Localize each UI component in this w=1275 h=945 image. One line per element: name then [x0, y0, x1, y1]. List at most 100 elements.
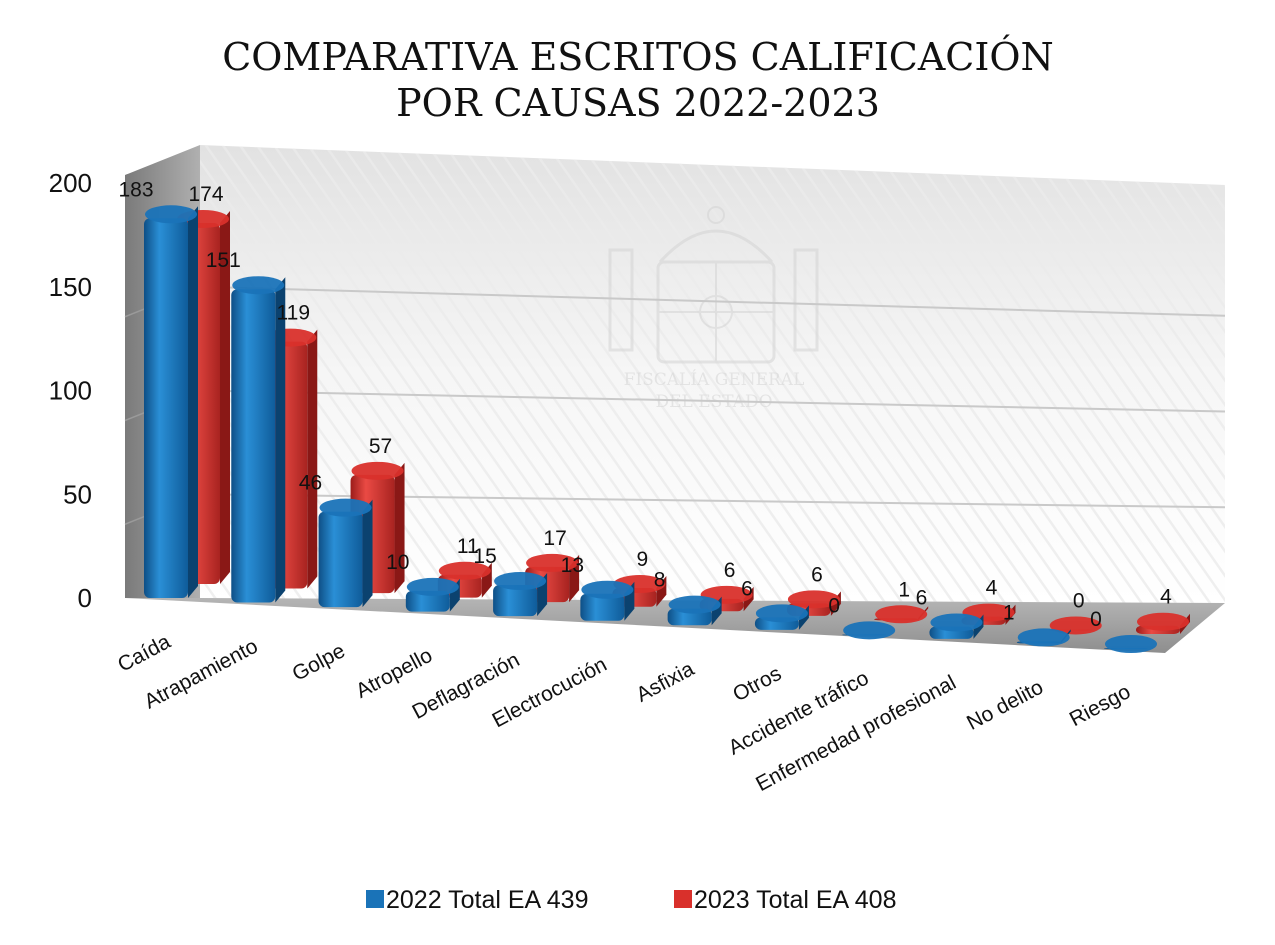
- bar-side: [188, 206, 198, 598]
- plot-walls: [125, 145, 1225, 653]
- bar-top: [145, 205, 197, 224]
- bar-top: [1049, 616, 1102, 635]
- bar-top: [843, 621, 896, 640]
- bar-2022: [754, 604, 809, 630]
- watermark-seal: FISCALÍA GENERAL DEL ESTADO: [608, 206, 819, 412]
- chart-title: COMPARATIVA ESCRITOS CALIFICACIÓN POR CA…: [222, 35, 1054, 125]
- gridline: [199, 389, 1226, 413]
- bar-top: [875, 605, 928, 624]
- chart-title-line-1: COMPARATIVA ESCRITOS CALIFICACIÓN: [222, 35, 1054, 79]
- data-label: 9: [637, 548, 649, 571]
- data-label: 6: [811, 563, 823, 586]
- y-tick-label: 200: [49, 168, 92, 198]
- bar-top: [526, 553, 579, 572]
- y-tick-label: 150: [49, 272, 92, 302]
- bar-2023: [1136, 612, 1190, 634]
- bar-top: [668, 595, 721, 614]
- bar-side: [394, 462, 405, 594]
- bar-top: [319, 498, 372, 517]
- legend-swatch-2023: [674, 890, 692, 908]
- bar-2022: [1016, 628, 1071, 647]
- legend-swatch-2022: [366, 890, 384, 908]
- bar-front: [231, 289, 276, 603]
- y-axis: 0 50 100 150 200: [49, 168, 92, 613]
- bar-2022: [144, 205, 198, 598]
- y-tick-label: 50: [63, 479, 92, 509]
- data-label: 151: [206, 249, 241, 272]
- bar-side: [275, 277, 286, 603]
- data-label: 10: [386, 551, 409, 574]
- data-label: 174: [188, 183, 223, 206]
- bar-2023: [874, 605, 929, 624]
- bar-top: [1017, 628, 1070, 647]
- bar-top: [351, 461, 404, 480]
- floor: [125, 598, 1225, 653]
- legend-item-2023: 2023 Total EA 408: [674, 886, 897, 914]
- bar-2022: [493, 572, 548, 617]
- bar-top: [930, 613, 983, 632]
- bar-top: [232, 276, 285, 295]
- data-label: 0: [1073, 589, 1085, 612]
- x-tick-label: Caída: [114, 630, 175, 677]
- data-label: 0: [828, 594, 840, 617]
- legend: 2022 Total EA 439 2023 Total EA 408: [366, 886, 897, 914]
- bar-2022: [842, 621, 897, 640]
- data-label: 57: [369, 435, 392, 458]
- bar-side: [307, 329, 318, 589]
- data-label: 119: [277, 302, 310, 325]
- data-label: 0: [1090, 608, 1102, 631]
- bar-2022: [667, 595, 722, 626]
- legend-label-2022: 2022 Total EA 439: [386, 886, 589, 914]
- data-label: 1: [1003, 601, 1015, 624]
- data-label: 6: [916, 586, 928, 609]
- bar-top: [438, 561, 491, 580]
- data-label: 4: [986, 577, 998, 600]
- bar-front: [405, 590, 450, 612]
- bar-side: [362, 499, 373, 608]
- data-label: 6: [741, 577, 753, 600]
- bar-top: [406, 577, 459, 596]
- bar-side: [220, 210, 230, 584]
- data-label: 46: [299, 472, 322, 495]
- bar-top: [755, 604, 808, 623]
- bar-top: [1105, 635, 1157, 653]
- y-tick-label: 0: [78, 583, 92, 613]
- data-label: 183: [118, 178, 153, 201]
- bar-front: [580, 593, 625, 621]
- data-label: 4: [1160, 586, 1172, 609]
- back-wall-stripes: [200, 145, 1225, 603]
- bar-front: [144, 218, 188, 598]
- bar-2022: [405, 577, 460, 612]
- bar-front: [493, 585, 538, 617]
- bar-2022: [1104, 635, 1158, 653]
- bar-top: [581, 580, 634, 599]
- gridline: [199, 285, 1226, 317]
- data-label: 15: [473, 545, 496, 568]
- data-label: 1: [898, 578, 910, 601]
- x-tick-label: No delito: [963, 676, 1047, 735]
- bars: [144, 205, 1190, 653]
- bar-front: [318, 511, 363, 608]
- data-label: 17: [543, 527, 566, 550]
- x-tick-label: Golpe: [289, 639, 349, 686]
- bar-2022: [929, 613, 984, 639]
- x-tick-label: Otros: [729, 662, 785, 706]
- data-label: 11: [457, 535, 479, 558]
- legend-item-2022: 2022 Total EA 439: [366, 886, 589, 914]
- x-tick-label: Riesgo: [1066, 680, 1135, 731]
- y-tick-label: 100: [49, 376, 92, 406]
- data-label: 6: [724, 559, 736, 582]
- bar-top: [1137, 612, 1189, 631]
- bar-top: [787, 590, 840, 609]
- data-label: 8: [654, 569, 666, 592]
- chart-title-line-2: POR CAUSAS 2022-2023: [396, 81, 880, 125]
- legend-label-2023: 2023 Total EA 408: [694, 886, 897, 914]
- watermark-line-1: FISCALÍA GENERAL: [624, 369, 805, 390]
- data-label: 13: [561, 554, 584, 577]
- bar-2022: [231, 276, 286, 603]
- bar-2022: [580, 580, 635, 621]
